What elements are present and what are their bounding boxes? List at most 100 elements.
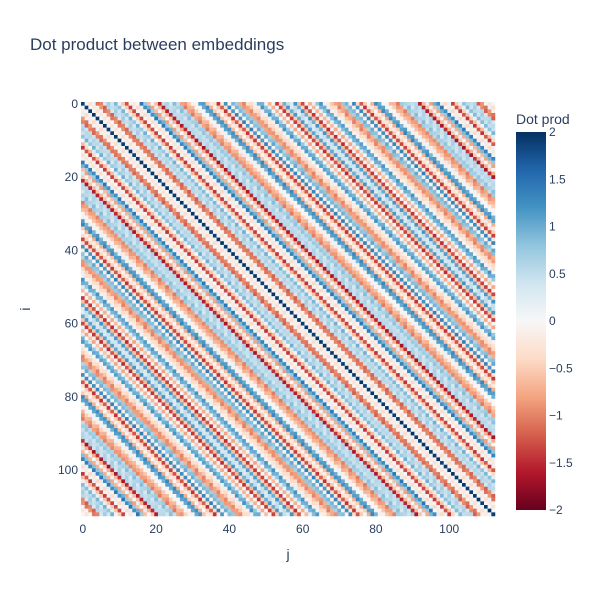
heatmap-cell[interactable]: [216, 123, 221, 128]
heatmap-cell[interactable]: [337, 138, 342, 143]
heatmap-cell[interactable]: [176, 145, 181, 150]
heatmap-cell[interactable]: [256, 171, 261, 176]
heatmap-cell[interactable]: [139, 116, 144, 121]
heatmap-cell[interactable]: [344, 248, 349, 253]
heatmap-cell[interactable]: [176, 102, 181, 106]
heatmap-cell[interactable]: [168, 156, 173, 161]
heatmap-cell[interactable]: [399, 200, 404, 205]
heatmap-cell[interactable]: [154, 208, 159, 213]
heatmap-cell[interactable]: [315, 167, 320, 172]
heatmap-cell[interactable]: [106, 160, 111, 165]
heatmap-cell[interactable]: [91, 153, 96, 158]
heatmap-cell[interactable]: [447, 222, 452, 227]
heatmap-cell[interactable]: [484, 237, 488, 242]
heatmap-cell[interactable]: [289, 167, 294, 172]
heatmap-cell[interactable]: [143, 109, 148, 114]
heatmap-cell[interactable]: [447, 109, 452, 114]
heatmap-cell[interactable]: [465, 142, 470, 147]
heatmap-cell[interactable]: [359, 219, 364, 224]
heatmap-cell[interactable]: [348, 112, 353, 117]
heatmap-cell[interactable]: [154, 102, 159, 106]
heatmap-cell[interactable]: [150, 138, 155, 143]
heatmap-cell[interactable]: [121, 255, 126, 260]
heatmap-cell[interactable]: [231, 255, 236, 260]
heatmap-cell[interactable]: [454, 109, 459, 114]
heatmap-cell[interactable]: [374, 112, 379, 117]
heatmap-cell[interactable]: [432, 178, 437, 183]
heatmap-cell[interactable]: [205, 142, 210, 147]
heatmap-cell[interactable]: [150, 167, 155, 172]
heatmap-cell[interactable]: [245, 241, 250, 246]
heatmap-cell[interactable]: [143, 215, 148, 220]
heatmap-cell[interactable]: [487, 182, 492, 187]
heatmap-cell[interactable]: [319, 149, 324, 154]
heatmap-cell[interactable]: [370, 248, 375, 253]
heatmap-cell[interactable]: [315, 164, 320, 169]
heatmap-cell[interactable]: [374, 237, 379, 242]
heatmap-cell[interactable]: [271, 123, 276, 128]
heatmap-cell[interactable]: [209, 248, 214, 253]
heatmap-cell[interactable]: [355, 230, 360, 235]
heatmap-cell[interactable]: [223, 178, 228, 183]
heatmap-cell[interactable]: [403, 211, 408, 216]
heatmap-cell[interactable]: [190, 138, 195, 143]
heatmap-cell[interactable]: [157, 112, 162, 117]
heatmap-cell[interactable]: [223, 120, 228, 125]
heatmap-cell[interactable]: [234, 167, 239, 172]
heatmap-cell[interactable]: [91, 178, 96, 183]
heatmap-cell[interactable]: [447, 175, 452, 180]
heatmap-cell[interactable]: [388, 164, 393, 169]
heatmap-cell[interactable]: [282, 211, 287, 216]
heatmap-cell[interactable]: [275, 233, 280, 238]
heatmap-cell[interactable]: [121, 142, 126, 147]
heatmap-cell[interactable]: [128, 153, 133, 158]
heatmap-cell[interactable]: [319, 160, 324, 165]
heatmap-cell[interactable]: [458, 120, 463, 125]
heatmap-cell[interactable]: [315, 120, 320, 125]
heatmap-cell[interactable]: [143, 178, 148, 183]
heatmap-cell[interactable]: [458, 105, 463, 110]
heatmap-cell[interactable]: [396, 200, 400, 205]
heatmap-cell[interactable]: [465, 211, 470, 216]
heatmap-cell[interactable]: [458, 255, 463, 260]
heatmap-cell[interactable]: [91, 244, 96, 249]
heatmap-cell[interactable]: [308, 149, 313, 154]
heatmap-cell[interactable]: [399, 116, 404, 121]
heatmap-cell[interactable]: [113, 171, 118, 176]
heatmap-cell[interactable]: [414, 252, 419, 257]
heatmap-cell[interactable]: [355, 131, 360, 136]
heatmap-cell[interactable]: [374, 186, 379, 191]
heatmap-cell[interactable]: [99, 255, 104, 260]
heatmap-cell[interactable]: [341, 189, 346, 194]
heatmap-cell[interactable]: [260, 164, 265, 169]
heatmap-cell[interactable]: [275, 153, 280, 158]
heatmap-cell[interactable]: [168, 134, 173, 139]
heatmap-cell[interactable]: [396, 211, 400, 216]
heatmap-cell[interactable]: [282, 252, 287, 257]
heatmap-cell[interactable]: [407, 182, 411, 187]
heatmap-cell[interactable]: [209, 134, 214, 139]
heatmap-cell[interactable]: [374, 215, 379, 220]
heatmap-cell[interactable]: [256, 241, 261, 246]
heatmap-cell[interactable]: [249, 109, 254, 114]
heatmap-cell[interactable]: [432, 215, 437, 220]
heatmap-cell[interactable]: [143, 134, 148, 139]
heatmap-cell[interactable]: [440, 153, 444, 158]
heatmap-cell[interactable]: [366, 186, 371, 191]
heatmap-cell[interactable]: [352, 175, 357, 180]
heatmap-cell[interactable]: [322, 178, 327, 183]
heatmap-cell[interactable]: [436, 116, 441, 121]
heatmap-cell[interactable]: [183, 142, 188, 147]
heatmap-cell[interactable]: [414, 215, 419, 220]
heatmap-cell[interactable]: [198, 178, 203, 183]
heatmap-cell[interactable]: [322, 186, 327, 191]
heatmap-cell[interactable]: [179, 167, 184, 172]
heatmap-cell[interactable]: [150, 189, 155, 194]
heatmap-cell[interactable]: [451, 153, 455, 158]
heatmap-cell[interactable]: [205, 252, 210, 257]
heatmap-cell[interactable]: [359, 131, 364, 136]
heatmap-cell[interactable]: [234, 189, 239, 194]
heatmap-cell[interactable]: [282, 244, 287, 249]
heatmap-cell[interactable]: [231, 204, 236, 209]
heatmap-cell[interactable]: [99, 138, 104, 143]
